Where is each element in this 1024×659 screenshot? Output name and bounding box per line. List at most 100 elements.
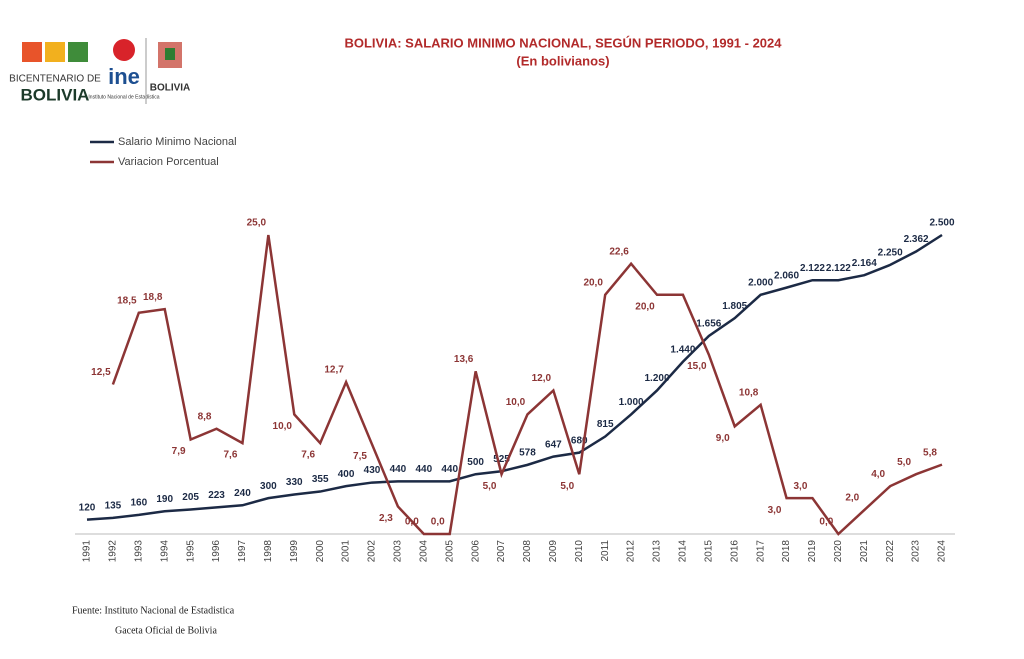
x-tick-label: 2012	[626, 540, 637, 563]
data-label: 12,5	[91, 367, 111, 378]
logo-text: Instituto Nacional de Estadística	[88, 94, 159, 100]
data-label: 525	[493, 454, 510, 465]
x-tick-label: 2022	[885, 540, 896, 563]
data-label: 5,0	[560, 481, 574, 492]
data-label: 3,0	[794, 481, 808, 492]
data-label: 2,3	[379, 513, 393, 524]
data-label: 2.164	[852, 258, 877, 269]
data-label: 1.805	[722, 301, 747, 312]
x-tick-label: 1995	[185, 540, 196, 563]
data-label: 160	[130, 498, 147, 509]
data-label: 2.060	[774, 270, 799, 281]
x-tick-label: 2014	[678, 540, 689, 563]
data-label: 20,0	[635, 301, 655, 312]
data-label: 1.000	[619, 397, 644, 408]
x-tick-label: 2016	[729, 540, 740, 563]
data-label: 10,0	[273, 421, 293, 432]
data-label: 5,8	[923, 447, 937, 458]
logo-tile	[68, 42, 88, 62]
data-label: 440	[415, 464, 432, 475]
x-tick-label: 1992	[108, 540, 119, 563]
data-label: 647	[545, 439, 562, 450]
data-label: 2.500	[929, 218, 954, 229]
data-label: 15,0	[687, 361, 707, 372]
x-tick-label: 2018	[781, 540, 792, 563]
x-tick-label: 2004	[418, 540, 429, 563]
x-tick-label: 1999	[289, 540, 300, 563]
data-label: 815	[597, 419, 614, 430]
x-tick-label: 2024	[937, 540, 948, 563]
x-tick-label: 2017	[755, 540, 766, 563]
logo-tile	[22, 42, 42, 62]
data-label: 3,0	[768, 505, 782, 516]
x-tick-label: 2005	[444, 540, 455, 563]
logo-tile	[45, 42, 65, 62]
x-tick-label: 2006	[470, 540, 481, 563]
x-tick-label: 2001	[341, 540, 352, 563]
logos: BICENTENARIO DE BOLIVIA ine Instituto Na…	[9, 38, 190, 104]
data-label: 0,0	[405, 517, 419, 528]
legend-label: Salario Minimo Nacional	[118, 136, 237, 148]
data-label: 2.000	[748, 277, 773, 288]
x-tick-label: 2010	[574, 540, 585, 563]
data-label: 4,0	[871, 469, 885, 480]
data-label: 7,6	[301, 450, 315, 461]
data-label: 120	[79, 502, 96, 513]
data-label: 13,6	[454, 354, 474, 365]
x-tick-label: 2009	[548, 540, 559, 563]
data-label: 7,6	[224, 450, 238, 461]
data-label: 12,7	[324, 365, 344, 376]
data-label: 355	[312, 474, 329, 485]
data-label: 330	[286, 477, 303, 488]
data-label: 205	[182, 492, 199, 503]
x-tick-label: 2000	[315, 540, 326, 563]
data-label: 1.200	[644, 373, 669, 384]
logo-shape	[165, 48, 175, 60]
x-tick-label: 1994	[159, 540, 170, 563]
data-label: 0,0	[431, 517, 445, 528]
logo-text: ine	[108, 64, 140, 89]
source: Gaceta Oficial de Bolivia	[115, 625, 217, 636]
data-label: 223	[208, 490, 225, 501]
logo-text: BOLIVIA	[150, 83, 191, 94]
data-label: 440	[390, 464, 407, 475]
x-tick-label: 2008	[522, 540, 533, 563]
data-label: 10,8	[739, 387, 759, 398]
data-label: 440	[441, 464, 458, 475]
legend-label: Variacion Porcentual	[118, 156, 219, 168]
logo-text: BICENTENARIO DE	[9, 74, 101, 85]
data-label: 190	[156, 494, 173, 505]
x-tick-label: 1991	[82, 540, 93, 563]
data-label: 10,0	[506, 397, 526, 408]
data-label: 2.122	[826, 263, 851, 274]
x-tick-label: 2011	[600, 540, 611, 562]
data-label: 300	[260, 481, 277, 492]
x-tick-label: 2019	[807, 540, 818, 563]
data-label: 0,0	[819, 517, 833, 528]
chart-subtitle: (En bolivianos)	[516, 53, 609, 68]
x-tick-label: 2002	[367, 540, 378, 563]
x-tick-label: 2003	[393, 540, 404, 563]
data-label: 2.362	[904, 234, 929, 245]
data-label: 5,0	[483, 481, 497, 492]
x-tick-label: 2013	[652, 540, 663, 563]
series-line	[111, 234, 943, 536]
data-label: 680	[571, 435, 588, 446]
data-label: 20,0	[583, 277, 603, 288]
data-label: 578	[519, 448, 536, 459]
data-label: 18,8	[143, 292, 163, 303]
data-label: 135	[105, 500, 122, 511]
x-tick-label: 1998	[263, 540, 274, 563]
data-label: 240	[234, 488, 251, 499]
data-label: 1.656	[696, 319, 721, 330]
data-label: 9,0	[716, 433, 730, 444]
logo-shape	[113, 39, 135, 61]
data-label: 5,0	[897, 457, 911, 468]
x-tick-label: 1996	[211, 540, 222, 563]
x-tick-label: 1993	[133, 540, 144, 563]
x-tick-label: 2021	[859, 540, 870, 563]
data-label: 22,6	[609, 246, 629, 257]
x-tick-label: 2020	[833, 540, 844, 563]
data-label: 7,5	[353, 451, 367, 462]
data-label: 7,9	[172, 446, 186, 457]
